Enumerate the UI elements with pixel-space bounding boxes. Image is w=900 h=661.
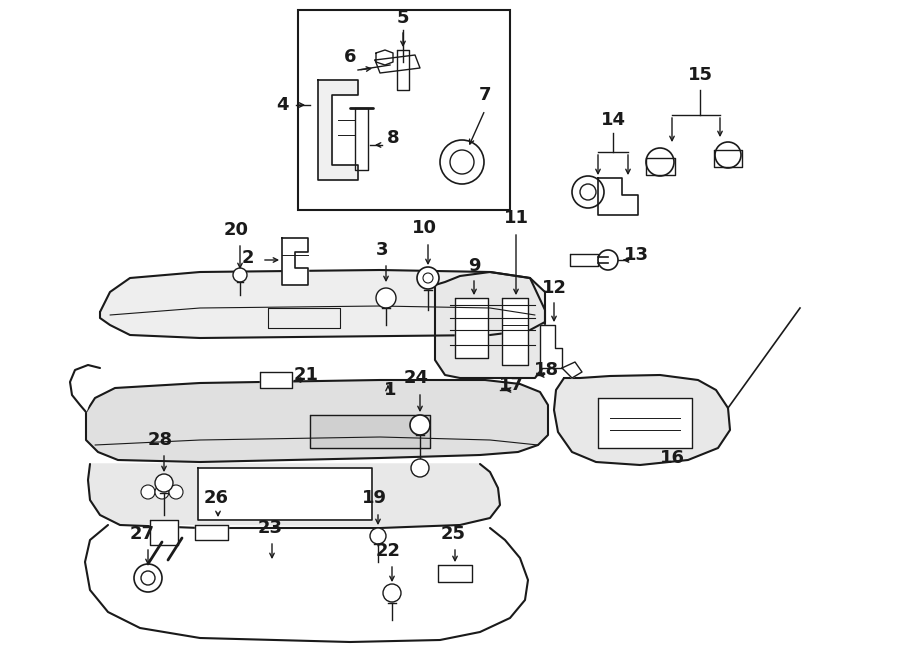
Polygon shape <box>646 158 675 175</box>
Polygon shape <box>714 150 742 167</box>
Text: 17: 17 <box>499 376 524 394</box>
Circle shape <box>450 150 474 174</box>
Text: 6: 6 <box>344 48 356 66</box>
Text: 18: 18 <box>534 361 559 379</box>
Polygon shape <box>598 398 692 448</box>
Text: 8: 8 <box>387 129 400 147</box>
Text: 1: 1 <box>383 381 396 399</box>
Text: 24: 24 <box>403 369 428 387</box>
Circle shape <box>572 176 604 208</box>
Text: 9: 9 <box>468 257 481 275</box>
Text: 19: 19 <box>362 489 386 507</box>
Circle shape <box>417 267 439 289</box>
Circle shape <box>155 485 169 499</box>
Text: 26: 26 <box>203 489 229 507</box>
Circle shape <box>141 571 155 585</box>
Polygon shape <box>282 238 308 285</box>
Polygon shape <box>502 298 528 365</box>
Polygon shape <box>540 325 562 368</box>
Polygon shape <box>438 565 472 582</box>
Text: 5: 5 <box>397 9 410 27</box>
Text: 14: 14 <box>600 111 626 129</box>
Text: 4: 4 <box>275 96 288 114</box>
Polygon shape <box>318 80 358 180</box>
Text: 13: 13 <box>624 246 649 264</box>
Circle shape <box>411 459 429 477</box>
Text: 7: 7 <box>479 86 491 104</box>
Polygon shape <box>198 468 372 520</box>
Circle shape <box>134 564 162 592</box>
Polygon shape <box>150 520 178 545</box>
Circle shape <box>598 250 618 270</box>
Polygon shape <box>562 362 582 378</box>
Text: 2: 2 <box>242 249 254 267</box>
Polygon shape <box>86 380 548 462</box>
Circle shape <box>233 268 247 282</box>
Polygon shape <box>355 108 368 170</box>
Text: 23: 23 <box>257 519 283 537</box>
Polygon shape <box>554 375 730 465</box>
Polygon shape <box>310 415 430 448</box>
Polygon shape <box>376 50 393 65</box>
Text: 15: 15 <box>688 66 713 84</box>
Polygon shape <box>70 365 100 412</box>
Circle shape <box>410 415 430 435</box>
Polygon shape <box>85 525 528 642</box>
Polygon shape <box>435 272 545 378</box>
Text: 10: 10 <box>411 219 436 237</box>
Circle shape <box>580 184 596 200</box>
Text: 25: 25 <box>440 525 465 543</box>
Text: 11: 11 <box>503 209 528 227</box>
Polygon shape <box>455 298 488 358</box>
Circle shape <box>370 528 386 544</box>
Circle shape <box>646 148 674 176</box>
Bar <box>298 10 510 210</box>
Polygon shape <box>598 178 638 215</box>
Text: 22: 22 <box>375 542 401 560</box>
Polygon shape <box>260 372 292 388</box>
Text: 27: 27 <box>130 525 155 543</box>
Polygon shape <box>195 525 228 540</box>
Text: 16: 16 <box>660 449 685 467</box>
Text: 3: 3 <box>376 241 388 259</box>
Text: 28: 28 <box>148 431 173 449</box>
Circle shape <box>141 485 155 499</box>
Circle shape <box>715 142 741 168</box>
Polygon shape <box>375 55 420 73</box>
Circle shape <box>155 474 173 492</box>
Text: 12: 12 <box>542 279 566 297</box>
Text: 20: 20 <box>223 221 248 239</box>
Circle shape <box>440 140 484 184</box>
Polygon shape <box>570 254 598 266</box>
Polygon shape <box>88 464 500 528</box>
Text: 21: 21 <box>293 366 319 384</box>
Circle shape <box>423 273 433 283</box>
Circle shape <box>169 485 183 499</box>
Polygon shape <box>100 270 545 338</box>
Circle shape <box>383 584 401 602</box>
Circle shape <box>376 288 396 308</box>
